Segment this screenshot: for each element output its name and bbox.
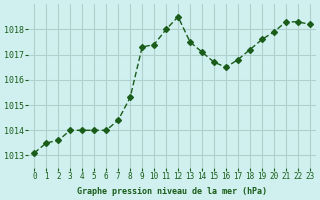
X-axis label: Graphe pression niveau de la mer (hPa): Graphe pression niveau de la mer (hPa)	[77, 187, 267, 196]
